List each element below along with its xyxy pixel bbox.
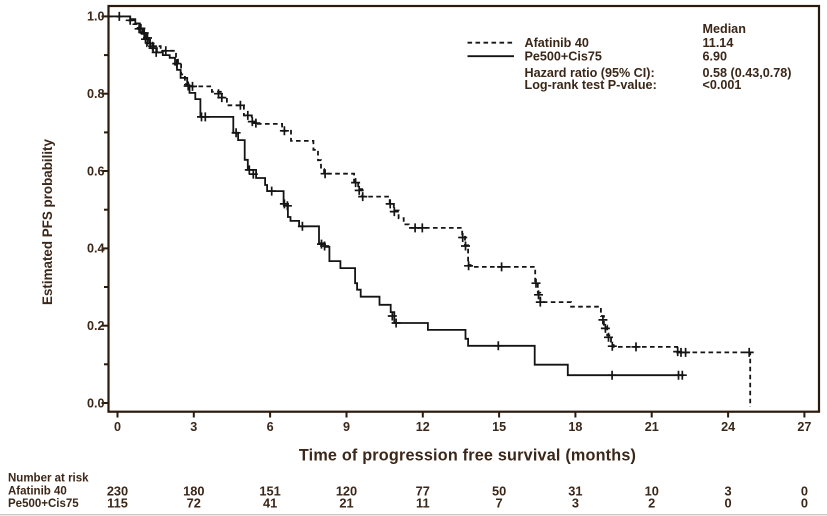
svg-text:Time of progression free survi: Time of progression free survival (month… (299, 447, 636, 465)
svg-text:0.6: 0.6 (87, 164, 105, 178)
svg-text:Estimated PFS probability: Estimated PFS probability (40, 138, 55, 304)
svg-text:41: 41 (263, 495, 277, 510)
svg-text:Number at risk: Number at risk (8, 473, 89, 485)
svg-text:Log-rank test P-value:: Log-rank test P-value: (525, 78, 657, 92)
svg-text:0: 0 (801, 495, 808, 510)
svg-text:0.58 (0.43,0.78): 0.58 (0.43,0.78) (703, 66, 792, 80)
svg-text:120: 120 (336, 483, 357, 498)
svg-text:18: 18 (568, 420, 582, 434)
svg-text:27: 27 (797, 420, 811, 434)
svg-text:11.14: 11.14 (703, 36, 734, 50)
svg-text:230: 230 (107, 483, 128, 498)
svg-text:21: 21 (645, 420, 659, 434)
svg-text:3: 3 (725, 483, 732, 498)
svg-text:180: 180 (183, 483, 204, 498)
svg-text:11: 11 (416, 495, 430, 510)
svg-text:21: 21 (339, 495, 353, 510)
svg-text:Pe500+Cis75: Pe500+Cis75 (525, 50, 602, 64)
svg-text:151: 151 (259, 483, 280, 498)
svg-text:Afatinib 40: Afatinib 40 (525, 36, 589, 50)
svg-text:2: 2 (648, 495, 655, 510)
svg-text:7: 7 (496, 495, 503, 510)
svg-text:72: 72 (187, 495, 201, 510)
svg-text:115: 115 (107, 495, 128, 510)
svg-text:Afatinib 40: Afatinib 40 (8, 485, 67, 497)
svg-text:3: 3 (572, 495, 579, 510)
svg-text:15: 15 (492, 420, 506, 434)
svg-text:24: 24 (721, 420, 735, 434)
svg-text:0.2: 0.2 (87, 319, 105, 333)
svg-text:1.0: 1.0 (87, 10, 105, 24)
svg-text:31: 31 (568, 483, 582, 498)
svg-text:6.90: 6.90 (703, 50, 728, 64)
svg-text:3: 3 (190, 420, 197, 434)
svg-text:6: 6 (267, 420, 274, 434)
svg-text:0: 0 (801, 483, 808, 498)
svg-text:9: 9 (343, 420, 350, 434)
svg-text:77: 77 (416, 483, 430, 498)
svg-text:0: 0 (725, 495, 732, 510)
svg-text:0: 0 (114, 420, 121, 434)
svg-text:0.0: 0.0 (87, 396, 105, 410)
svg-text:Pe500+Cis75: Pe500+Cis75 (8, 498, 79, 510)
svg-text:<0.001: <0.001 (703, 78, 742, 92)
svg-text:12: 12 (416, 420, 430, 434)
svg-text:10: 10 (645, 483, 659, 498)
svg-text:Median: Median (703, 22, 746, 36)
svg-text:0.8: 0.8 (87, 87, 105, 101)
svg-text:Hazard ratio (95% CI):: Hazard ratio (95% CI): (525, 66, 655, 80)
svg-text:50: 50 (492, 483, 506, 498)
svg-text:0.4: 0.4 (87, 242, 105, 256)
